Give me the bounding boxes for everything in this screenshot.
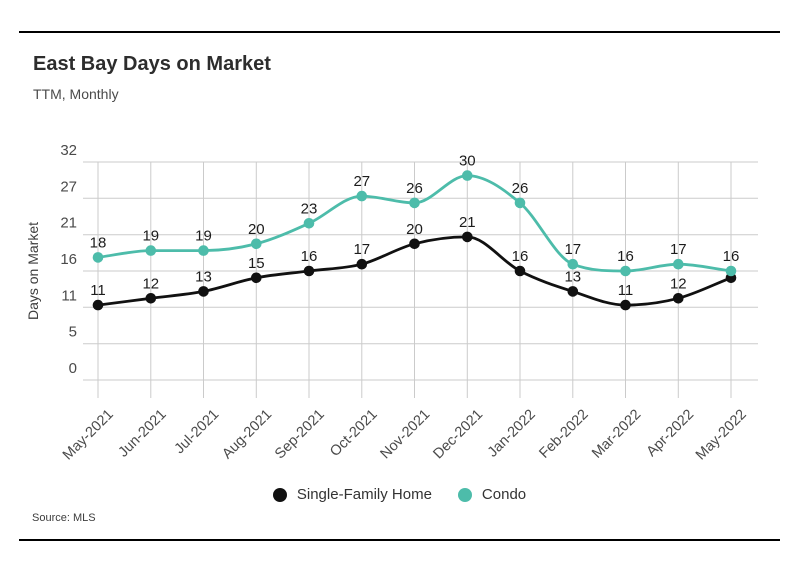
data-label: 18: [90, 234, 107, 251]
data-point: [303, 218, 315, 229]
data-point: [92, 299, 104, 311]
data-point: [514, 265, 526, 277]
data-point: [250, 272, 262, 284]
y-tick-label: 16: [60, 251, 77, 268]
data-label: 19: [195, 228, 212, 245]
single-family-swatch-icon: [272, 487, 287, 502]
data-label: 21: [459, 214, 476, 231]
x-tick-label: Apr-2022: [644, 407, 697, 460]
y-tick-label: 27: [60, 178, 77, 195]
data-point: [250, 238, 262, 250]
data-label: 16: [512, 248, 529, 265]
data-label: 17: [564, 241, 581, 258]
chart-title: East Bay Days on Market: [33, 53, 271, 75]
data-point: [620, 299, 631, 311]
data-point: [462, 170, 473, 181]
data-point: [356, 190, 368, 202]
data-point: [514, 197, 526, 209]
chart-subtitle: TTM, Monthly: [33, 86, 119, 102]
top-rule: [19, 31, 780, 33]
data-point: [145, 245, 157, 256]
x-tick-label: May-2022: [693, 407, 750, 464]
data-point: [409, 238, 420, 250]
data-label: 17: [353, 241, 370, 258]
x-tick-label: Mar-2022: [589, 407, 644, 462]
data-label: 11: [618, 282, 634, 299]
condo-swatch-icon: [457, 487, 472, 502]
data-label: 16: [301, 248, 318, 265]
data-label: 12: [142, 275, 159, 292]
data-label: 23: [301, 200, 318, 217]
data-label: 11: [90, 282, 106, 299]
data-label: 16: [617, 248, 634, 265]
data-point: [303, 265, 315, 277]
data-label: 19: [142, 228, 159, 245]
legend-item-single-family: Single-Family Home: [272, 486, 432, 503]
x-tick-label: Jan-2022: [485, 407, 539, 461]
source-note: Source: MLS: [32, 512, 96, 524]
data-label: 27: [353, 173, 370, 190]
x-tick-label: Aug-2021: [219, 407, 275, 463]
data-point: [725, 265, 737, 277]
y-tick-label: 32: [60, 142, 77, 159]
data-label: 13: [564, 268, 581, 285]
legend-item-condo: Condo: [457, 486, 527, 503]
x-tick-label: Dec-2021: [430, 407, 486, 463]
data-point: [620, 265, 631, 277]
data-label: 20: [248, 221, 265, 238]
data-label: 12: [670, 275, 687, 292]
data-point: [673, 258, 684, 270]
data-label: 30: [459, 153, 476, 170]
bottom-rule: [19, 539, 780, 541]
x-tick-label: Oct-2021: [327, 407, 380, 460]
x-tick-label: Jun-2021: [116, 407, 170, 461]
data-label: 26: [406, 180, 423, 197]
x-tick-label: May-2021: [60, 407, 117, 464]
x-tick-label: Jul-2021: [172, 407, 223, 458]
chart-legend: Single-Family Home Condo: [0, 486, 799, 503]
data-label: 15: [248, 255, 265, 272]
legend-label: Condo: [481, 486, 527, 503]
data-point: [673, 293, 684, 304]
data-point: [409, 197, 420, 209]
y-tick-label: 11: [61, 287, 77, 304]
data-point: [92, 252, 104, 263]
legend-label: Single-Family Home: [296, 486, 432, 503]
x-tick-label: Sep-2021: [272, 407, 328, 463]
data-point: [198, 286, 209, 297]
data-label: 13: [195, 268, 212, 285]
y-axis-title: Days on Market: [25, 222, 41, 320]
data-point: [567, 258, 579, 270]
data-label: 17: [670, 241, 687, 258]
data-point: [567, 286, 579, 297]
data-point: [145, 293, 157, 304]
data-label: 26: [512, 180, 529, 197]
data-point: [198, 245, 209, 256]
x-tick-label: Nov-2021: [378, 407, 434, 463]
data-label: 20: [406, 221, 423, 238]
data-label: 16: [723, 248, 740, 265]
data-point: [356, 258, 368, 270]
y-tick-label: 21: [60, 215, 77, 232]
x-tick-label: Feb-2022: [536, 407, 591, 462]
y-tick-label: 5: [69, 324, 77, 341]
y-tick-label: 0: [69, 360, 77, 377]
data-point: [462, 231, 473, 243]
